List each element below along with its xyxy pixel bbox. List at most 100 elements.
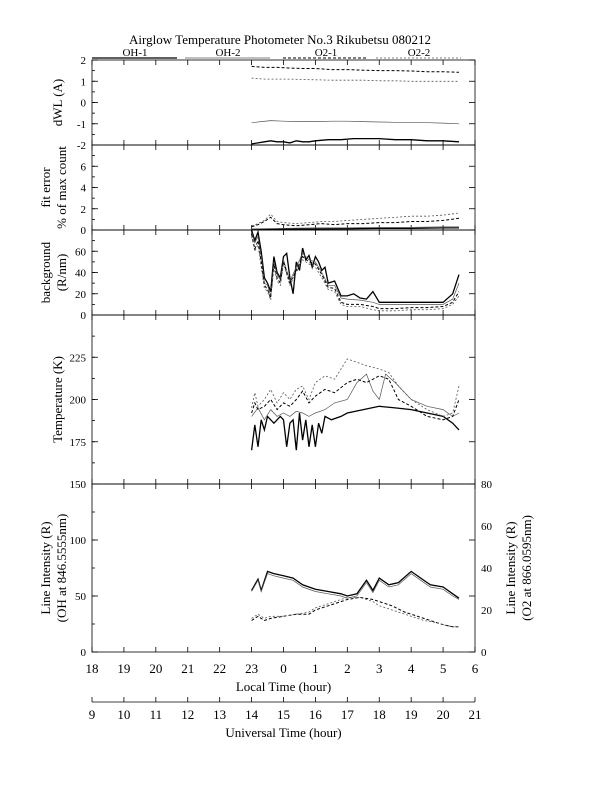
- local-time-tick-label: 18: [86, 661, 99, 676]
- y-tick-label: 2: [81, 55, 87, 67]
- ut-tick-label: 13: [213, 707, 226, 722]
- y-axis-label-2: % of max count: [54, 146, 69, 229]
- local-time-tick-label: 5: [440, 661, 447, 676]
- ut-axis-label: Universal Time (hour): [225, 725, 341, 740]
- ut-tick-label: 19: [405, 707, 418, 722]
- ut-tick-label: 16: [309, 707, 323, 722]
- y-tick-label: 0: [81, 647, 87, 659]
- y-tick-label: 150: [70, 479, 87, 491]
- y-tick-label: 225: [70, 352, 87, 364]
- y-right-axis-label-2: (O2 at 866.0595nm): [519, 515, 534, 621]
- y-axis-label: fit error: [38, 167, 53, 208]
- ut-tick-label: 14: [245, 707, 259, 722]
- y-axis-label: background: [38, 241, 53, 303]
- series-line-oh-2: [251, 120, 460, 125]
- series-line-o2-1: [251, 234, 460, 310]
- legend-label-o2-2: O2-2: [408, 47, 431, 59]
- series-line-oh-1: [251, 227, 459, 231]
- local-time-axis-label: Local Time (hour): [236, 679, 331, 694]
- y-tick-label: 175: [70, 437, 87, 449]
- panel-1: -2 -1 0 1 2 dWL (A): [50, 55, 476, 152]
- panel-frame: [91, 144, 476, 231]
- local-time-tick-label: 22: [213, 661, 226, 676]
- y-tick-label: 1: [81, 76, 87, 88]
- local-time-tick-label: 3: [376, 661, 383, 676]
- series-line-o2-1: [251, 375, 460, 421]
- series-line-oh-1: [251, 570, 460, 599]
- legend: OH-1 OH-2 O2-1 O2-2: [92, 47, 461, 59]
- y-tick-label: 0: [81, 310, 87, 322]
- y-right-axis-label: Line Intensity (R): [503, 521, 518, 614]
- ut-tick-label: 9: [89, 707, 96, 722]
- series-line-o2-2: [251, 358, 460, 417]
- y-tick-label: 0: [81, 98, 87, 110]
- local-time-tick-label: 4: [408, 661, 415, 676]
- legend-label-oh-1: OH-1: [122, 47, 147, 59]
- y-tick-label: -2: [77, 140, 86, 152]
- y-tick-label: 40: [75, 268, 87, 280]
- ut-tick-label: 12: [181, 707, 194, 722]
- y-axis-label: Temperature (K): [50, 356, 65, 443]
- y-tick-label: -1: [77, 119, 86, 131]
- local-time-tick-label: 6: [472, 661, 479, 676]
- chart-title: Airglow Temperature Photometer No.3 Riku…: [129, 32, 431, 47]
- series-line-o2-2: [251, 236, 460, 312]
- ut-tick-label: 15: [277, 707, 290, 722]
- local-time-tick-label: 23: [245, 661, 258, 676]
- local-time-tick-label: 0: [280, 661, 287, 676]
- y-tick-label: 50: [75, 591, 87, 603]
- y-tick-label: 2: [81, 204, 87, 216]
- y-tick-label: 0: [81, 225, 87, 237]
- series-line-o2-1: [251, 596, 459, 628]
- y-right-tick-label: 40: [481, 563, 493, 575]
- series-line-o2-1: [251, 216, 460, 228]
- series-line-o2-1: [251, 65, 460, 73]
- ut-tick-label: 20: [437, 707, 450, 722]
- ut-tick-label: 10: [117, 707, 130, 722]
- series-line-oh-1: [250, 229, 460, 303]
- y-right-tick-label: 0: [481, 647, 487, 659]
- y-right-tick-label: 60: [481, 521, 493, 533]
- panel-3: 0 20 40 60 background (R/nm): [38, 229, 476, 322]
- series-line-oh-1: [251, 137, 460, 145]
- ut-tick-label: 21: [469, 707, 482, 722]
- y-axis-label: Line Intensity (R): [38, 521, 53, 614]
- y-tick-label: 200: [70, 395, 87, 407]
- ut-tick-label: 18: [373, 707, 386, 722]
- series-line-oh-2: [251, 373, 460, 421]
- panel-frame: [91, 314, 476, 485]
- panels: -2 -1 0 1 2 dWL (A) 0 2 4 6 fit error% of max coun…: [38, 55, 534, 659]
- y-axis-label-2: (OH at 846.5555nm): [54, 514, 69, 623]
- y-axis-label: dWL (A): [50, 79, 65, 127]
- local-time-tick-label: 2: [344, 661, 351, 676]
- y-tick-label: 4: [81, 183, 87, 195]
- local-time-tick-label: 1: [312, 661, 319, 676]
- legend-label-o2-1: O2-1: [315, 47, 338, 59]
- panel-2: 0 2 4 6 fit error% of max count: [38, 144, 476, 237]
- series-line-oh-2: [251, 226, 459, 230]
- series-line-oh-2: [251, 231, 460, 305]
- series-line-o2-2: [251, 597, 459, 628]
- y-axis-label-2: (R/nm): [54, 254, 69, 292]
- y-tick-label: 100: [70, 535, 87, 547]
- y-tick-label: 60: [75, 246, 87, 258]
- panel-frame: [91, 483, 476, 653]
- ut-tick-label: 11: [150, 707, 163, 722]
- ut-tick-label: 17: [341, 707, 355, 722]
- y-right-tick-label: 20: [481, 605, 493, 617]
- panel-frame: [91, 59, 476, 146]
- local-time-tick-label: 19: [117, 661, 130, 676]
- legend-label-oh-2: OH-2: [215, 47, 240, 59]
- series-line-o2-2: [251, 77, 459, 82]
- local-time-tick-label: 21: [181, 661, 194, 676]
- y-tick-label: 20: [75, 289, 87, 301]
- y-right-tick-label: 80: [481, 479, 493, 491]
- series-line-o2-2: [251, 212, 460, 227]
- series-line-oh-1: [250, 405, 460, 451]
- series-line-oh-2: [251, 573, 460, 600]
- y-tick-label: 6: [81, 161, 87, 173]
- panel-4: 175 200 225 Temperature (K): [50, 314, 476, 485]
